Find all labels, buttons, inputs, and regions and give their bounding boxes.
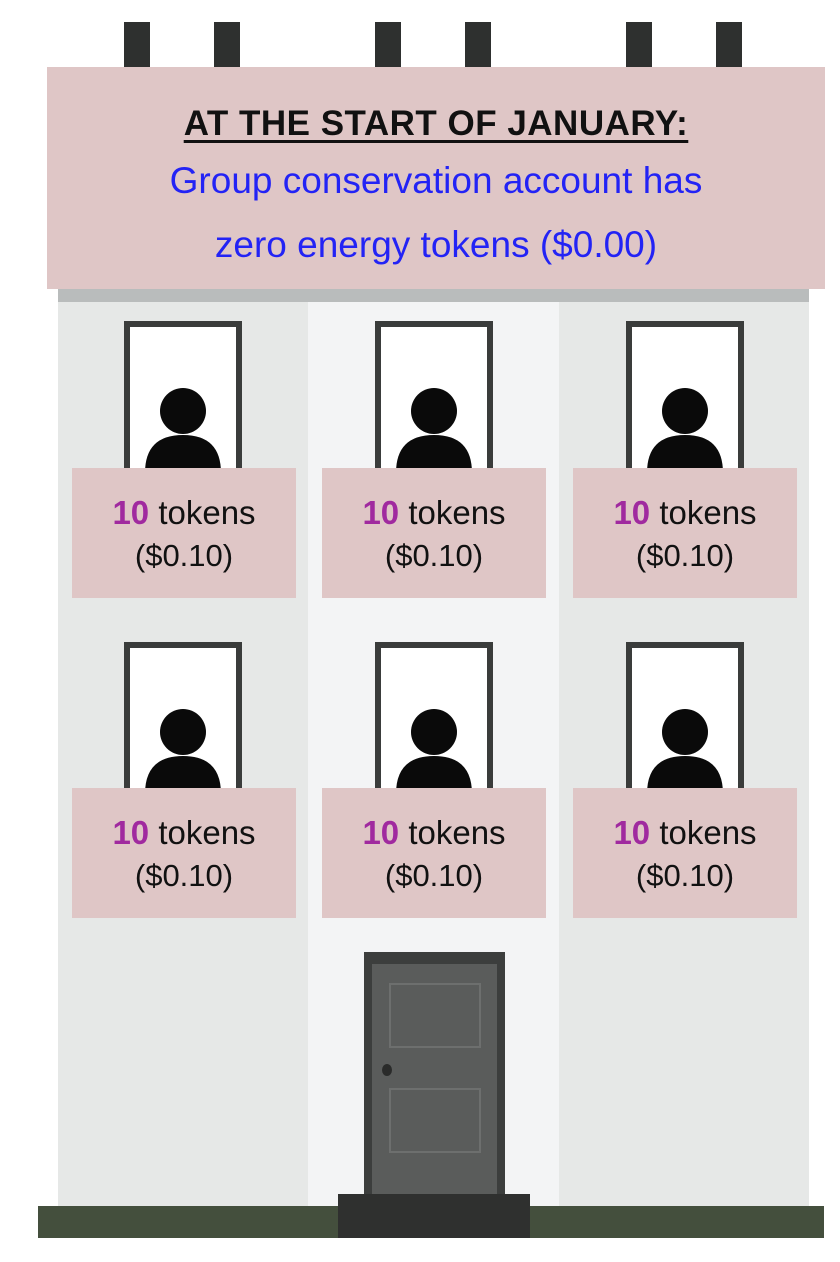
token-unit-label: tokens <box>408 814 506 851</box>
person-icon <box>647 709 723 796</box>
door-panel <box>389 983 481 1048</box>
person-icon <box>396 388 472 475</box>
unit-token-plaque: 10 tokens ($0.10) <box>322 788 546 918</box>
token-unit-label: tokens <box>158 494 256 531</box>
token-count: 10 <box>112 494 150 531</box>
roof-banner <box>47 67 825 289</box>
chimney-icon <box>124 22 150 68</box>
banner-line-1: Group conservation account has <box>169 160 703 201</box>
chimney-icon <box>375 22 401 68</box>
token-unit-label: tokens <box>659 494 757 531</box>
token-dollar-amount: ($0.10) <box>384 538 484 573</box>
token-count: 10 <box>613 814 651 851</box>
unit-token-plaque: 10 tokens ($0.10) <box>573 468 797 598</box>
window <box>375 642 493 802</box>
chimney-icon <box>626 22 652 68</box>
token-dollar-amount: ($0.10) <box>134 538 234 573</box>
window <box>626 321 744 481</box>
token-count: 10 <box>112 814 150 851</box>
person-icon <box>647 388 723 475</box>
person-icon <box>145 388 221 475</box>
unit-token-plaque: 10 tokens ($0.10) <box>322 468 546 598</box>
chimney-icon <box>214 22 240 68</box>
banner-line-2: zero energy tokens ($0.00) <box>214 224 658 265</box>
token-count: 10 <box>362 494 400 531</box>
token-dollar-amount: ($0.10) <box>384 858 484 893</box>
token-dollar-amount: ($0.10) <box>635 858 735 893</box>
window <box>124 642 242 802</box>
door-step <box>338 1194 530 1238</box>
chimney-icon <box>465 22 491 68</box>
token-count: 10 <box>613 494 651 531</box>
token-unit-label: tokens <box>408 494 506 531</box>
token-unit-label: tokens <box>158 814 256 851</box>
unit-token-plaque: 10 tokens ($0.10) <box>573 788 797 918</box>
window <box>626 642 744 802</box>
unit-token-plaque: 10 tokens ($0.10) <box>72 468 296 598</box>
chimney-icon <box>716 22 742 68</box>
window <box>124 321 242 481</box>
window <box>375 321 493 481</box>
token-dollar-amount: ($0.10) <box>134 858 234 893</box>
token-count: 10 <box>362 814 400 851</box>
unit-token-plaque: 10 tokens ($0.10) <box>72 788 296 918</box>
token-unit-label: tokens <box>659 814 757 851</box>
token-dollar-amount: ($0.10) <box>635 538 735 573</box>
roof-shadow <box>58 288 809 302</box>
banner-title: AT THE START OF JANUARY: <box>183 104 689 143</box>
person-icon <box>396 709 472 796</box>
person-icon <box>145 709 221 796</box>
door-knob-icon <box>382 1064 392 1076</box>
door-panel <box>389 1088 481 1153</box>
